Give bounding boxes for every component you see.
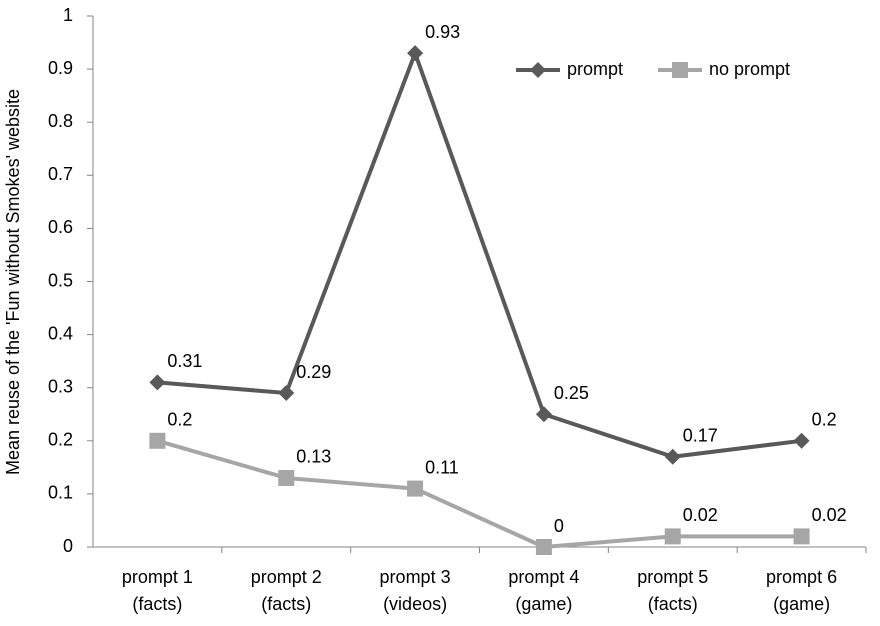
marker	[793, 432, 810, 449]
data-label: 0	[554, 516, 564, 536]
marker	[672, 62, 688, 78]
marker	[535, 406, 552, 423]
y-tick-label: 0.6	[48, 217, 73, 237]
marker	[149, 432, 166, 449]
x-tick-label: (game)	[515, 594, 572, 614]
series-line	[157, 51, 802, 459]
data-label: 0.2	[812, 410, 837, 430]
x-tick-label: prompt 6	[766, 567, 837, 587]
data-label: 0.31	[167, 351, 202, 371]
y-tick-label: 0.7	[48, 164, 73, 184]
legend-label: no prompt	[709, 59, 790, 79]
marker	[664, 448, 681, 465]
marker	[149, 374, 166, 391]
x-tick-label: prompt 5	[637, 567, 708, 587]
marker	[793, 528, 810, 545]
marker	[664, 528, 681, 545]
data-label: 0.02	[683, 505, 718, 525]
x-tick-label: (facts)	[648, 594, 698, 614]
x-tick-label: (game)	[773, 594, 830, 614]
marker	[407, 45, 424, 62]
y-tick-label: 0.4	[48, 323, 73, 343]
marker	[535, 539, 552, 555]
data-label: 0.11	[425, 457, 459, 477]
x-tick-label: prompt 1	[122, 567, 193, 587]
data-label: 0.2	[167, 410, 192, 430]
x-tick-label: prompt 2	[251, 567, 322, 587]
x-tick-label: (facts)	[261, 594, 311, 614]
y-tick-label: 0.2	[48, 430, 73, 450]
legend-label: prompt	[567, 59, 623, 79]
marker	[530, 62, 546, 78]
y-tick-label: 0.5	[48, 270, 73, 290]
x-tick-label: (facts)	[132, 594, 182, 614]
y-tick-label: 1	[63, 5, 73, 25]
marker	[407, 480, 424, 497]
y-tick-label: 0.9	[48, 58, 73, 78]
series-line	[156, 438, 802, 549]
data-label: 0.02	[812, 505, 847, 525]
y-tick-label: 0.1	[48, 483, 73, 503]
y-tick-label: 0.3	[48, 376, 73, 396]
marker	[278, 385, 295, 402]
y-axis-title: Mean reuse of the 'Fun without Smokes' w…	[3, 89, 23, 475]
x-tick-label: prompt 4	[508, 567, 579, 587]
x-tick-label: (videos)	[383, 594, 447, 614]
data-label: 0.17	[683, 425, 718, 445]
data-label: 0.29	[296, 362, 331, 382]
x-tick-label: prompt 3	[380, 567, 451, 587]
data-label: 0.25	[554, 383, 589, 403]
y-tick-label: 0.8	[48, 111, 73, 131]
y-tick-label: 0	[63, 536, 73, 556]
data-label: 0.13	[296, 447, 331, 467]
marker	[278, 469, 295, 486]
data-label: 0.93	[425, 22, 460, 42]
